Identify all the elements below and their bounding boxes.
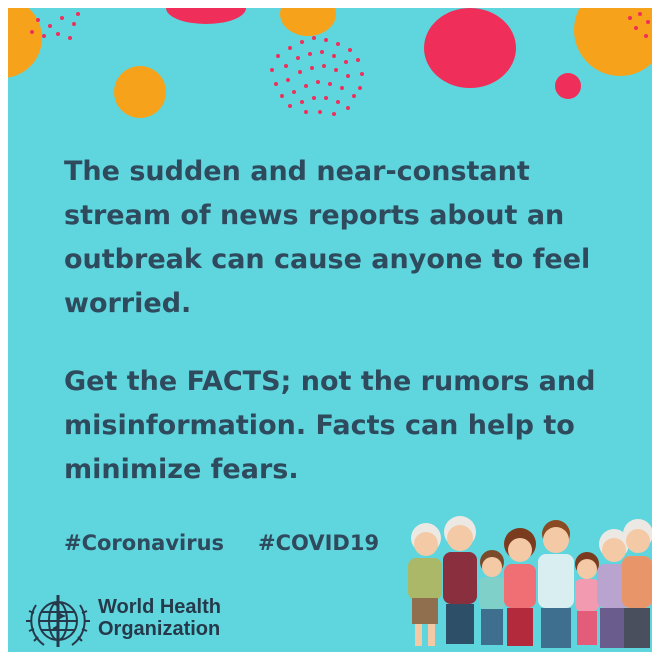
person-grandmother-left [408,523,442,646]
who-name-line-1: World Health [98,596,221,618]
who-name-line-2: Organization [98,618,221,640]
person-father [538,520,574,648]
person-girl [575,552,599,645]
message-line: misinformation. Facts can help to [64,410,575,441]
orange-circle-left [114,66,166,118]
decorative-circles [8,8,652,118]
message-paragraph-2: Get the FACTS; not the rumors and misinf… [64,360,624,492]
person-mother [504,528,536,646]
person-grandfather-left [443,516,477,644]
message-line: outbreak can cause anyone to feel [64,244,591,275]
who-wordmark: World Health Organization [98,596,221,640]
message-line: minimize fears. [64,454,299,485]
dots-top-left [30,12,80,40]
message-line: The sudden and near-constant [64,156,530,187]
person-grandfather-right [622,519,652,648]
hashtag-covid19[interactable]: #COVID19 [258,531,380,555]
info-card: The sudden and near-constant stream of n… [8,8,652,652]
pink-blob-right [424,8,516,88]
pink-shape-top [166,8,246,24]
who-emblem-icon [26,595,90,647]
dots-top-right [628,12,650,38]
message-paragraph-1: The sudden and near-constant stream of n… [64,150,624,326]
dots-cluster-center [270,36,364,116]
message-line: worried. [64,288,192,319]
person-boy [479,550,505,645]
hashtags: #Coronavirus #COVID19 [64,528,379,558]
hashtag-coronavirus[interactable]: #Coronavirus [64,531,225,555]
message-line: Get the FACTS; not the rumors and [64,366,596,397]
orange-circle-top-right [574,8,652,76]
pink-circle-small [555,73,581,99]
orange-shape-top [280,8,336,36]
family-group-illustration [408,516,652,648]
message-line: stream of news reports about an [64,200,565,231]
orange-circle-top-left [8,8,42,78]
